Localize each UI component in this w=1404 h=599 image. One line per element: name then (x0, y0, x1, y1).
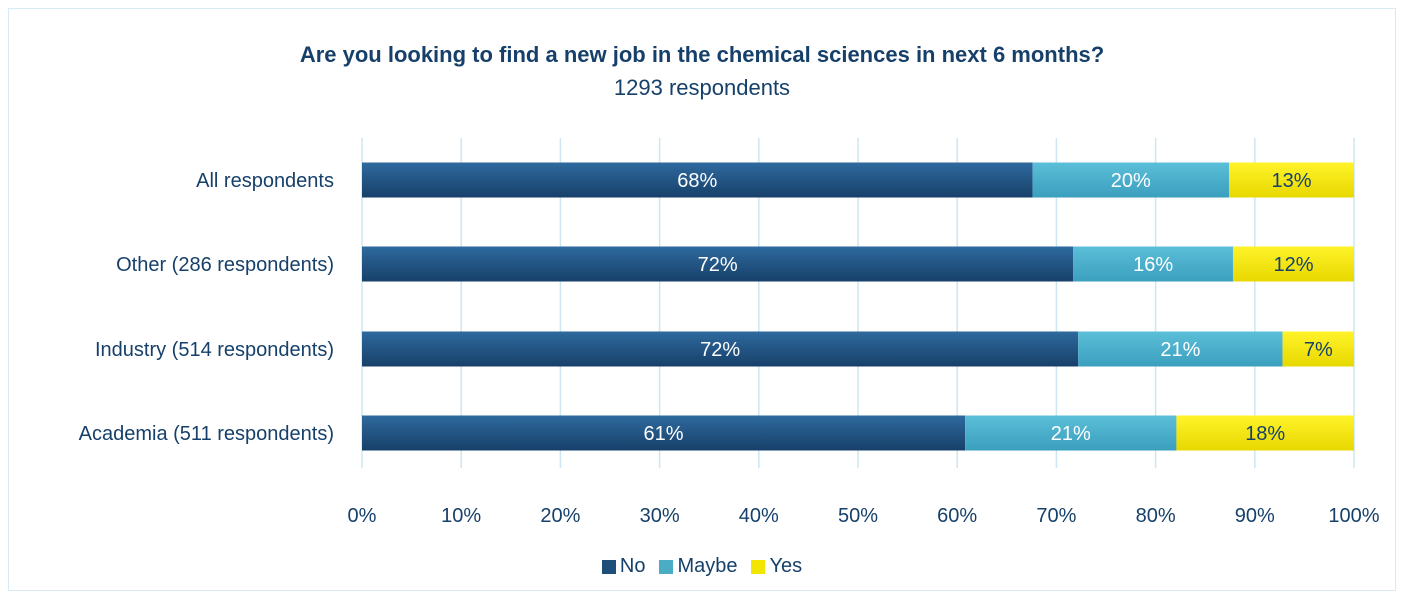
bar-maybe (1032, 162, 1230, 198)
x-tick-label: 20% (540, 505, 580, 527)
legend-swatch-no (601, 559, 616, 574)
legend-label-no: No (619, 555, 646, 577)
legend-swatch-yes (751, 559, 766, 574)
category-label: Other (286 respondents) (116, 254, 334, 276)
x-tick-label: 40% (739, 505, 779, 527)
x-tick-label: 50% (838, 505, 878, 527)
bar-no (362, 246, 1074, 282)
legend-item-yes: Yes (751, 555, 802, 578)
chart-legend: No Maybe Yes (0, 555, 1404, 578)
legend-swatch-maybe (659, 559, 674, 574)
data-label-maybe: 16% (1133, 254, 1173, 276)
category-label: All respondents (196, 170, 334, 192)
bar-yes (1176, 415, 1354, 451)
bar-no (362, 162, 1033, 198)
data-label-yes: 12% (1273, 254, 1313, 276)
x-tick-label: 10% (441, 505, 481, 527)
bar-yes (1282, 331, 1354, 367)
bar-yes (1229, 162, 1354, 198)
bar-no (362, 331, 1079, 367)
legend-label-maybe: Maybe (677, 555, 738, 577)
data-label-no: 61% (644, 423, 684, 445)
data-label-maybe: 20% (1111, 170, 1151, 192)
x-tick-label: 80% (1136, 505, 1176, 527)
x-tick-label: 0% (348, 505, 377, 527)
bar-maybe (965, 415, 1177, 451)
bar-yes (1232, 246, 1354, 282)
data-label-maybe: 21% (1051, 423, 1091, 445)
chart-title: Are you looking to find a new job in the… (299, 42, 1105, 67)
data-label-no: 72% (698, 254, 738, 276)
x-tick-label: 100% (1328, 505, 1379, 527)
legend-item-maybe: Maybe (659, 555, 737, 578)
chart-frame (8, 8, 1396, 591)
data-label-yes: 13% (1271, 170, 1311, 192)
bar-maybe (1073, 246, 1233, 282)
bar-no (362, 415, 966, 451)
x-tick-label: 90% (1235, 505, 1275, 527)
data-label-maybe: 21% (1160, 339, 1200, 361)
chart-subtitle: 1293 respondents (613, 75, 791, 100)
x-tick-label: 70% (1036, 505, 1076, 527)
legend-label-yes: Yes (769, 555, 803, 577)
category-label: Industry (514 respondents) (95, 339, 334, 361)
category-label: Academia (511 respondents) (79, 423, 334, 445)
data-label-yes: 18% (1245, 423, 1285, 445)
legend-item-no: No (601, 555, 646, 578)
x-tick-label: 30% (640, 505, 680, 527)
x-tick-label: 60% (937, 505, 977, 527)
bar-maybe (1078, 331, 1283, 367)
data-label-no: 72% (700, 339, 740, 361)
data-label-yes: 7% (1304, 339, 1333, 361)
data-label-no: 68% (677, 170, 717, 192)
